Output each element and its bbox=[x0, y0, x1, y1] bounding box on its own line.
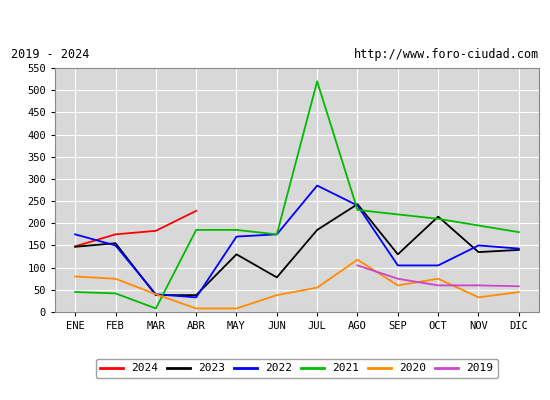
Text: 2019 - 2024: 2019 - 2024 bbox=[11, 48, 89, 61]
Text: http://www.foro-ciudad.com: http://www.foro-ciudad.com bbox=[354, 48, 539, 61]
Text: Evolucion Nº Turistas Nacionales en el municipio de Castellfort: Evolucion Nº Turistas Nacionales en el m… bbox=[0, 13, 550, 29]
Legend: 2024, 2023, 2022, 2021, 2020, 2019: 2024, 2023, 2022, 2021, 2020, 2019 bbox=[96, 359, 498, 378]
